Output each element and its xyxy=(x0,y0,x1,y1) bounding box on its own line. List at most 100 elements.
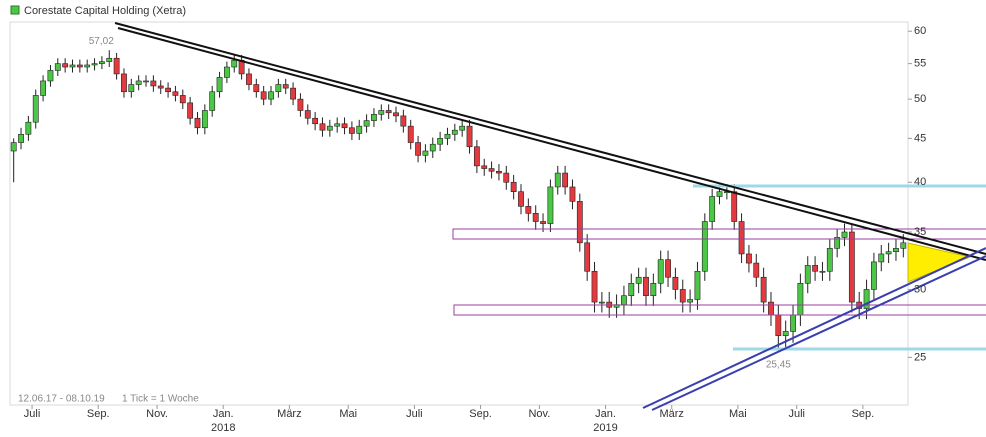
candle-body xyxy=(319,123,326,131)
x-tick-label: Mai xyxy=(729,408,747,420)
candle-body xyxy=(540,221,546,224)
x-tick-label: Nov. xyxy=(146,408,168,420)
candle-body xyxy=(863,289,870,309)
candle-body xyxy=(165,87,171,93)
candle-body xyxy=(503,172,510,183)
candle-body xyxy=(76,64,83,68)
y-tick-label: 25 xyxy=(914,351,926,363)
candle-body xyxy=(385,110,392,114)
candle-body xyxy=(47,70,54,82)
candle-body xyxy=(576,201,583,244)
candle-body xyxy=(885,251,892,255)
candle-body xyxy=(760,276,767,303)
candle-body xyxy=(54,63,61,71)
candle-body xyxy=(143,80,149,83)
candle-body xyxy=(768,301,774,316)
candle-body xyxy=(18,133,24,143)
resistance-zone xyxy=(452,228,986,240)
support-zone xyxy=(453,304,986,316)
candle-body xyxy=(826,248,833,272)
candle-body xyxy=(672,276,679,290)
candle-body xyxy=(628,282,635,297)
candle-body xyxy=(893,248,899,252)
candle-body xyxy=(657,259,664,284)
candle-body xyxy=(488,168,495,172)
x-tick-label: Juli xyxy=(24,408,41,420)
candle-body xyxy=(297,98,304,111)
candle-body xyxy=(260,91,267,100)
x-tick-label: Juli xyxy=(788,408,805,420)
x-tick-label: März xyxy=(277,408,301,420)
candle-body xyxy=(99,61,105,64)
candle-body xyxy=(532,213,539,222)
candle-body xyxy=(834,237,841,249)
trend-line xyxy=(642,247,986,409)
candle-body xyxy=(150,80,157,87)
candle-body xyxy=(738,221,745,255)
candle-body xyxy=(496,170,502,174)
candle-body xyxy=(812,265,818,272)
candle-body xyxy=(106,57,113,62)
candle-body xyxy=(231,59,238,68)
candle-body xyxy=(679,289,686,303)
y-tick-label: 50 xyxy=(914,93,926,105)
candle-body xyxy=(554,172,561,188)
candle-body xyxy=(466,125,473,148)
candle-body xyxy=(878,253,885,263)
candle-body xyxy=(429,143,436,152)
candle-body xyxy=(547,186,554,224)
candle-body xyxy=(819,270,826,273)
candle-body xyxy=(223,66,230,78)
candle-body xyxy=(348,127,355,134)
candle-body xyxy=(201,110,208,129)
candle-body xyxy=(665,259,671,278)
candle-body xyxy=(621,295,627,305)
candle-body xyxy=(525,206,532,214)
x-tick-label: Nov. xyxy=(528,408,550,420)
candle-body xyxy=(562,172,569,188)
candle-body xyxy=(782,331,789,336)
candle-body xyxy=(569,186,576,202)
x-tick-label: Sep. xyxy=(469,408,492,420)
candle-body xyxy=(694,270,701,300)
x-tick-label: Mai xyxy=(339,408,357,420)
candle-body xyxy=(510,181,517,192)
candle-body xyxy=(871,261,877,290)
candle-body xyxy=(400,115,407,127)
candle-body xyxy=(194,117,201,129)
candle-body xyxy=(584,242,591,272)
candle-body xyxy=(437,138,444,145)
candle-body xyxy=(797,282,804,316)
candle-body xyxy=(32,95,39,123)
low-label: 25,45 xyxy=(766,359,791,370)
candle-body xyxy=(591,270,598,303)
candle-body xyxy=(650,282,657,297)
candle-body xyxy=(363,120,370,127)
candle-body xyxy=(40,80,46,96)
candle-body xyxy=(282,84,289,89)
candle-body xyxy=(356,125,363,134)
candle-body xyxy=(216,77,223,93)
candle-body xyxy=(312,117,319,125)
candle-body xyxy=(128,84,135,93)
x-tick-label: Jan. xyxy=(595,408,616,420)
candle-body xyxy=(378,110,385,115)
candle-body xyxy=(790,314,796,332)
tick-text: 1 Tick = 1 Woche xyxy=(122,394,199,405)
candle-body xyxy=(687,299,694,303)
drawings xyxy=(114,22,986,411)
y-tick-label: 30 xyxy=(914,283,926,295)
triangle xyxy=(907,242,972,283)
candle-body xyxy=(716,191,723,197)
candle-body xyxy=(341,123,348,129)
x-tick-label: Sep. xyxy=(87,408,110,420)
y-tick-label: 40 xyxy=(914,176,926,188)
high-label: 57,02 xyxy=(89,36,114,47)
candle-body xyxy=(25,121,32,135)
y-tick-label: 45 xyxy=(914,132,926,144)
trend-line xyxy=(117,27,986,261)
candle-body xyxy=(709,196,716,222)
candle-body xyxy=(62,63,69,68)
trend-line xyxy=(651,255,986,411)
chart-title: Corestate Capital Holding (Xetra) xyxy=(24,5,186,17)
